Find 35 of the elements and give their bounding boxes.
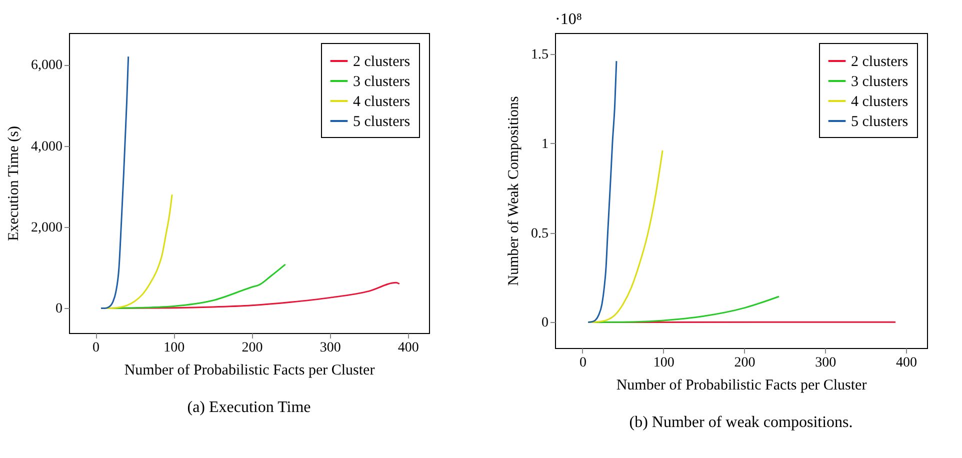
legend-label: 3 clusters [851,74,908,90]
line-series [587,60,618,323]
legend-label: 2 clusters [353,54,410,70]
x-tick-label: 0 [579,356,586,370]
text: (a) Execution Time [187,399,311,416]
x-tick-label: 100 [164,340,185,356]
y-tick-label: 1 [542,136,548,152]
legend-label: 4 clusters [353,94,410,110]
x-tick-label: 100 [653,356,674,370]
legend-label: 4 clusters [851,94,908,110]
text: (b) Number of weak compositions. [629,414,853,431]
y-tick-label: 4,000 [31,139,62,154]
legend-label: 5 clusters [851,114,908,130]
y-tick-label: 1.5 [531,47,548,62]
y-axis-title: Execution Time (s) [6,126,22,241]
x-tick-label: 400 [398,340,419,356]
x-tick-label: 200 [734,356,756,370]
line-series [100,56,130,309]
y-tick-label: 0.5 [531,226,548,242]
x-axis-title: Number of Probabilistic Facts per Cluster [616,378,867,394]
x-tick-label: 0 [92,340,100,356]
text: ·10⁸ [555,11,582,28]
y-tick-label: 6,000 [31,58,62,74]
x-tick-label: 300 [320,340,341,356]
x-axis-title: Number of Probabilistic Facts per Cluster [124,362,375,378]
x-tick-label: 300 [815,356,836,370]
y-axis-title: Number of Weak Compositions [506,96,522,286]
y-tick-label: 0 [542,316,548,331]
legend-label: 2 clusters [851,54,908,70]
x-tick-label: 200 [242,340,263,356]
y-tick-label: 2,000 [31,220,62,236]
legend-label: 3 clusters [353,74,410,90]
y-tick-label: 0 [56,302,62,317]
legend-label: 5 clusters [353,114,410,130]
x-tick-label: 400 [896,356,917,370]
